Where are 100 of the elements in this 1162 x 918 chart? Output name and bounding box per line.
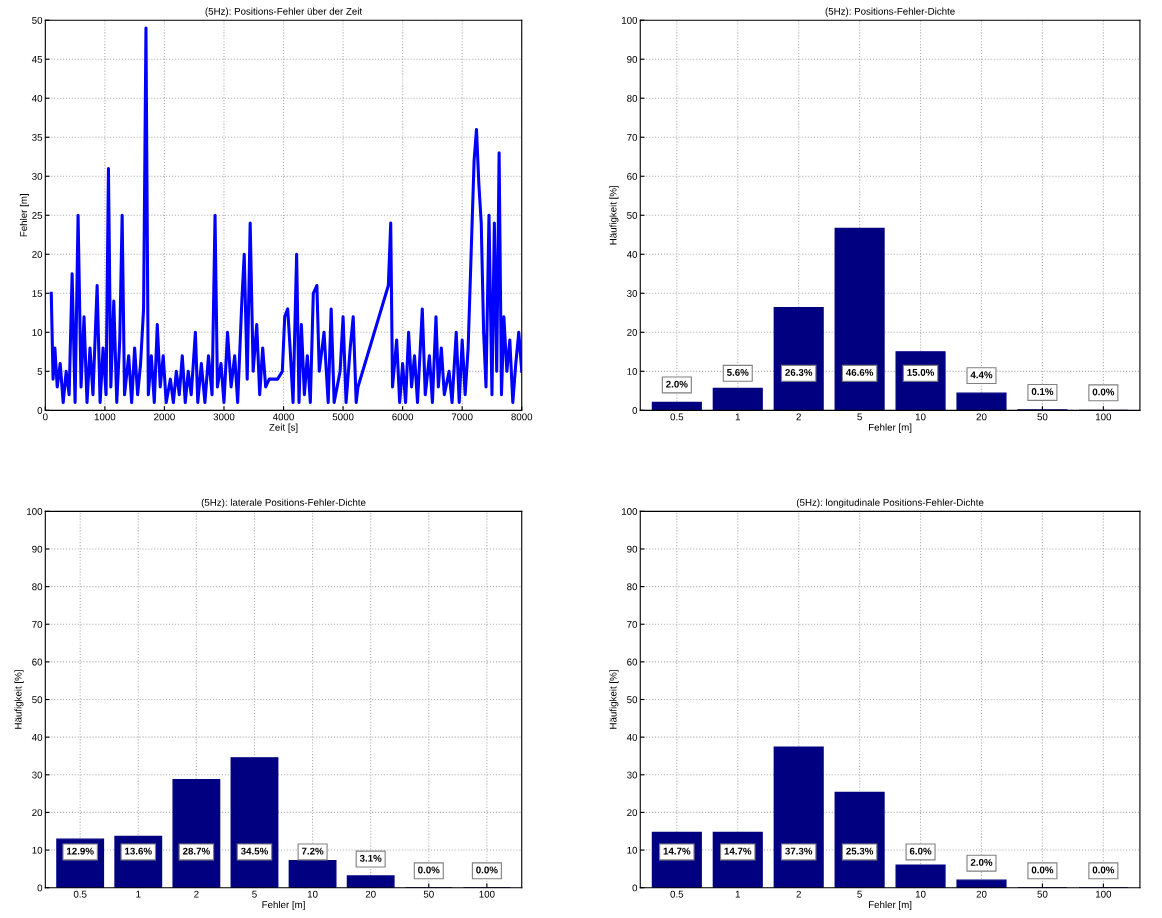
x-tick-label: 1 — [735, 413, 740, 421]
y-tick-label: 50 — [627, 696, 638, 704]
data-label: 12.9% — [67, 847, 94, 855]
x-tick-label: 5 — [857, 890, 862, 898]
data-label: 0.0% — [1092, 388, 1115, 396]
data-label: 0.0% — [1092, 866, 1115, 874]
x-tick-label: 10 — [307, 890, 318, 898]
data-label: 2.0% — [666, 380, 688, 388]
x-tick-label: 100 — [1095, 890, 1112, 898]
data-label: 4.4% — [970, 371, 993, 379]
y-tick-label: 15 — [32, 290, 43, 297]
x-tick-label: 0.5 — [670, 890, 684, 898]
data-label: 3.1% — [359, 854, 382, 862]
data-label: 25.3% — [846, 847, 874, 855]
x-tick-label: 50 — [1037, 413, 1048, 421]
y-tick-label: 100 — [622, 16, 638, 24]
data-label: 26.3% — [785, 369, 813, 376]
data-label: 46.6% — [845, 369, 874, 376]
x-tick-label: 10 — [915, 413, 926, 421]
y-tick-label: 10 — [627, 368, 638, 375]
x-axis-title: Zeit [s] — [269, 423, 298, 433]
data-label: 5.6% — [726, 369, 749, 376]
x-tick-label: 6000 — [392, 413, 414, 421]
y-tick-label: 40 — [626, 251, 638, 258]
x-tick-label: 50 — [423, 890, 434, 898]
y-tick-label: 50 — [32, 696, 43, 704]
y-tick-label: 30 — [32, 771, 43, 779]
y-tick-label: 80 — [627, 94, 638, 102]
y-tick-label: 5 — [37, 368, 43, 375]
y-tick-label: 10 — [32, 846, 43, 854]
y-tick-label: 80 — [627, 583, 638, 591]
x-axis-title: Fehler [m] — [262, 900, 305, 910]
data-label: 37.3% — [785, 847, 813, 855]
x-tick-label: 0.5 — [73, 890, 87, 898]
y-tick-label: 0 — [37, 884, 43, 892]
x-tick-label: 3000 — [213, 413, 235, 421]
chart-title: (5Hz): longitudinale Positions-Fehler-Dichte — [796, 498, 984, 508]
y-tick-label: 70 — [32, 620, 43, 628]
y-tick-label: 20 — [32, 251, 43, 258]
y-tick-label: 90 — [627, 545, 638, 553]
y-tick-label: 80 — [32, 583, 43, 591]
y-tick-label: 35 — [32, 133, 43, 141]
x-tick-label: 5 — [252, 890, 257, 898]
y-tick-label: 20 — [32, 809, 43, 817]
x-axis-title: Fehler [m] — [869, 900, 912, 910]
y-tick-label: 70 — [627, 133, 638, 141]
y-tick-label: 60 — [32, 658, 43, 666]
y-tick-label: 100 — [27, 508, 43, 515]
data-label: 2.0% — [970, 858, 993, 866]
chart-title: (5Hz): Positions-Fehler-Dichte — [825, 7, 955, 17]
y-tick-label: 100 — [622, 508, 638, 515]
data-label: 7.2% — [301, 847, 324, 855]
x-tick-label: 5 — [857, 413, 862, 421]
y-tick-label: 10 — [627, 846, 638, 854]
y-tick-label: 90 — [627, 55, 638, 63]
data-label: 0.0% — [1031, 866, 1054, 874]
y-tick-label: 40 — [626, 733, 638, 741]
x-tick-label: 1 — [136, 890, 141, 898]
x-tick-label: 7000 — [451, 413, 473, 421]
data-label: 14.7% — [724, 847, 752, 855]
y-tick-label: 60 — [627, 658, 638, 666]
x-axis-title: Fehler [m] — [869, 423, 912, 433]
chart-title: (5Hz): laterale Positions-Fehler-Dichte — [201, 498, 366, 508]
x-tick-label: 4000 — [272, 413, 294, 421]
x-tick-label: 2 — [796, 413, 801, 421]
y-tick-label: 50 — [32, 16, 43, 24]
y-tick-label: 20 — [627, 329, 638, 336]
y-tick-label: 60 — [627, 172, 638, 180]
y-tick-label: 25 — [32, 212, 43, 219]
x-tick-label: 100 — [479, 890, 495, 898]
x-tick-label: 20 — [365, 890, 376, 898]
x-tick-label: 50 — [1037, 890, 1048, 898]
y-tick-label: 20 — [627, 809, 638, 817]
data-label: 28.7% — [182, 847, 210, 855]
x-tick-label: 8000 — [511, 413, 533, 421]
chart-title: (5Hz): Positions-Fehler über der Zeit — [205, 7, 363, 17]
y-tick-label: 10 — [32, 329, 43, 336]
y-tick-label: 45 — [31, 56, 43, 63]
x-tick-label: 100 — [1095, 413, 1112, 421]
y-axis-title: Häufigkeit [%] — [609, 670, 619, 729]
x-tick-label: 1 — [735, 890, 740, 898]
data-label: 6.0% — [909, 847, 932, 855]
x-tick-label: 10 — [915, 890, 926, 898]
x-tick-label: 2 — [194, 890, 199, 898]
data-label: 15.0% — [907, 369, 935, 376]
y-tick-label: 30 — [627, 290, 638, 297]
y-tick-label: 0 — [632, 884, 638, 892]
y-axis-title: Häufigkeit [%] — [14, 670, 24, 729]
y-tick-label: 0 — [37, 407, 43, 414]
y-tick-label: 70 — [627, 620, 638, 628]
y-tick-label: 90 — [32, 545, 43, 553]
y-tick-label: 0 — [632, 407, 638, 414]
data-label: 0.0% — [418, 866, 440, 874]
x-tick-label: 0.5 — [670, 413, 684, 421]
y-tick-label: 30 — [32, 172, 43, 180]
data-label: 0.1% — [1031, 388, 1054, 396]
y-tick-label: 50 — [627, 212, 638, 219]
x-tick-label: 1000 — [94, 413, 116, 421]
data-label: 14.7% — [663, 847, 691, 855]
data-label: 34.5% — [240, 847, 269, 855]
